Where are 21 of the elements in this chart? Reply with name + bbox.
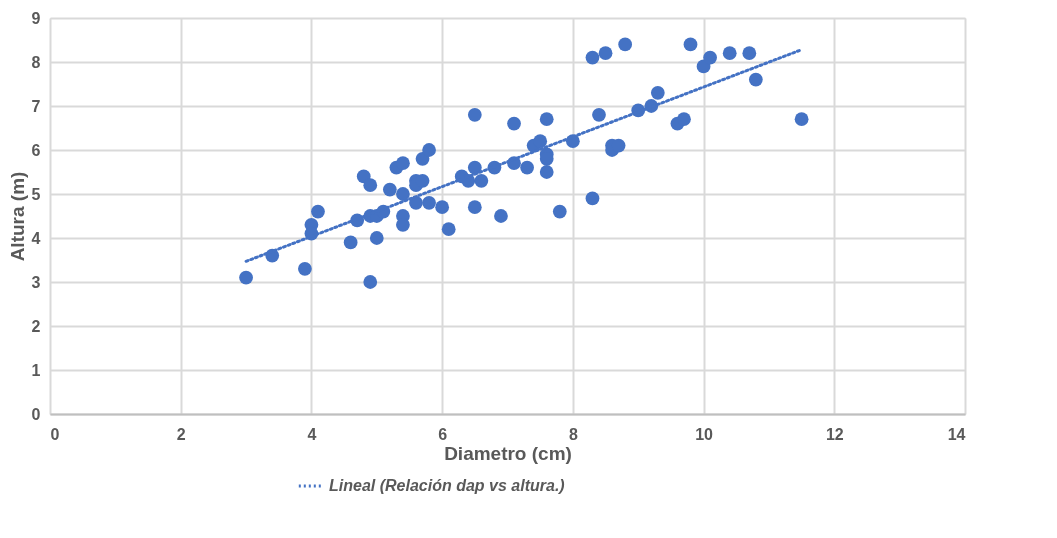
x-tick-label: 14 bbox=[947, 425, 966, 443]
x-tick-label: 12 bbox=[825, 425, 844, 443]
y-tick-label: 0 bbox=[31, 405, 41, 423]
y-tick-label: 2 bbox=[31, 317, 41, 335]
legend-label: Lineal (Relación dap vs altura.) bbox=[329, 477, 565, 494]
x-tick-label: 10 bbox=[695, 425, 714, 443]
y-axis-title: Altura (m) bbox=[6, 171, 28, 262]
x-tick-label: 4 bbox=[307, 425, 317, 443]
y-tick-label: 7 bbox=[31, 97, 41, 115]
y-tick-label: 9 bbox=[31, 9, 41, 27]
y-tick-label: 1 bbox=[31, 361, 41, 379]
x-tick-label: 6 bbox=[438, 425, 448, 443]
x-tick-label: 2 bbox=[176, 425, 186, 443]
y-tick-label: 4 bbox=[31, 229, 41, 247]
x-tick-label: 8 bbox=[568, 425, 578, 443]
y-tick-label: 3 bbox=[31, 273, 41, 291]
y-tick-label: 5 bbox=[31, 185, 41, 203]
y-tick-label: 8 bbox=[31, 53, 41, 71]
x-axis-title: Diametro (cm) bbox=[444, 442, 572, 464]
x-tick-label: 0 bbox=[50, 425, 60, 443]
y-tick-label: 6 bbox=[31, 141, 41, 159]
